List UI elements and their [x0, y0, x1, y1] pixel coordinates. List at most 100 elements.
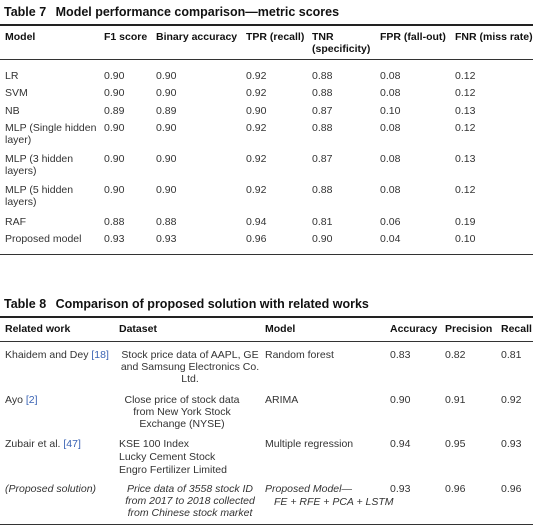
t7-tnr: 0.90 [312, 233, 333, 245]
t7-fnr: 0.13 [455, 153, 476, 165]
table8-bottom-rule [0, 524, 533, 525]
t7-f1: 0.90 [104, 184, 125, 196]
t7-header-model: Model [5, 31, 36, 43]
t7-acc: 0.90 [156, 184, 177, 196]
t7-tnr: 0.88 [312, 122, 333, 134]
t8-header-precision: Precision [445, 323, 493, 335]
t8-work-name: (Proposed solution) [5, 483, 97, 495]
t8-header-accuracy: Accuracy [390, 323, 438, 335]
table7-header-rule [0, 59, 533, 60]
t7-tnr: 0.88 [312, 184, 333, 196]
t8-dataset-line: KSE 100 Index [119, 438, 190, 450]
t7-model: SVM [5, 87, 28, 99]
t8-header-work: Related work [5, 323, 71, 335]
t7-tpr: 0.90 [246, 105, 267, 117]
t7-model: MLP (Single hidden layer) [5, 122, 97, 146]
t7-model: NB [5, 105, 20, 117]
t7-fpr: 0.10 [380, 105, 401, 117]
t8-header-recall: Recall [501, 323, 532, 335]
t7-header-tpr: TPR (recall) [246, 31, 305, 43]
t7-model: Proposed model [5, 233, 82, 245]
citation-link[interactable]: [2] [25, 394, 38, 406]
t7-header-accuracy: Binary accuracy [156, 31, 238, 43]
t7-tnr: 0.88 [312, 87, 333, 99]
t7-header-tnr: TNR (specificity) [312, 31, 371, 55]
citation-link[interactable]: [47] [63, 438, 81, 450]
t7-acc: 0.90 [156, 70, 177, 82]
t8-model: ARIMA [265, 394, 299, 406]
citation-link[interactable]: [18] [91, 349, 109, 361]
t7-tpr: 0.96 [246, 233, 267, 245]
t8-model: Multiple regression [265, 438, 354, 450]
t7-acc: 0.89 [156, 105, 177, 117]
t7-tnr: 0.88 [312, 70, 333, 82]
t7-header-fnr: FNR (miss rate) [455, 31, 533, 43]
table7-title: Model performance comparison—metric scor… [55, 5, 340, 19]
t7-acc: 0.93 [156, 233, 177, 245]
t8-header-model: Model [265, 323, 296, 335]
t8-recall: 0.81 [501, 349, 522, 361]
t8-accuracy: 0.90 [390, 394, 411, 406]
t8-precision: 0.95 [445, 438, 466, 450]
t7-fpr: 0.04 [380, 233, 401, 245]
t7-model: MLP (3 hidden layers) [5, 153, 74, 177]
t7-tnr: 0.87 [312, 153, 333, 165]
table7-caption: Table 7 Model performance comparison—met… [4, 5, 339, 19]
t7-model: RAF [5, 216, 26, 228]
t8-recall: 0.93 [501, 438, 522, 450]
t7-f1: 0.90 [104, 153, 125, 165]
table8-label: Table 8 [4, 297, 47, 311]
t7-tpr: 0.92 [246, 87, 267, 99]
t7-fnr: 0.13 [455, 105, 476, 117]
t7-tpr: 0.92 [246, 122, 267, 134]
t7-acc: 0.90 [156, 122, 177, 134]
t7-f1: 0.89 [104, 105, 125, 117]
t7-f1: 0.93 [104, 233, 125, 245]
t8-dataset: Stock price data of AAPL, GE and Samsung… [120, 349, 260, 385]
t8-accuracy: 0.94 [390, 438, 411, 450]
t8-model-line: Proposed Model— [265, 483, 352, 495]
t7-model: MLP (5 hidden layers) [5, 184, 74, 208]
t8-work: Khaidem and Dey [18] [5, 349, 109, 361]
t8-precision: 0.82 [445, 349, 466, 361]
t7-header-f1: F1 score [104, 31, 148, 43]
t7-acc: 0.90 [156, 87, 177, 99]
t7-fpr: 0.08 [380, 184, 401, 196]
t8-dataset-line: Engro Fertilizer Limited [119, 464, 227, 476]
t8-header-dataset: Dataset [119, 323, 157, 335]
table8-caption: Table 8 Comparison of proposed solution … [4, 297, 369, 311]
t8-dataset-line: Lucky Cement Stock [119, 451, 216, 463]
t7-tnr: 0.81 [312, 216, 333, 228]
t8-accuracy: 0.93 [390, 483, 411, 495]
t7-tpr: 0.92 [246, 184, 267, 196]
t8-dataset: Close price of stock data from New York … [124, 394, 240, 430]
t7-fnr: 0.12 [455, 87, 476, 99]
t8-model-line: FE + RFE + PCA + LSTM [274, 496, 394, 508]
t8-work: Ayo [2] [5, 394, 38, 406]
t8-work-name: Ayo [5, 394, 26, 406]
table7-top-rule [0, 24, 533, 26]
t8-recall: 0.92 [501, 394, 522, 406]
t7-fpr: 0.06 [380, 216, 401, 228]
t7-fnr: 0.12 [455, 70, 476, 82]
t7-acc: 0.90 [156, 153, 177, 165]
t7-f1: 0.90 [104, 87, 125, 99]
t7-f1: 0.90 [104, 70, 125, 82]
table8-title: Comparison of proposed solution with rel… [55, 297, 369, 311]
t7-header-fpr: FPR (fall-out) [380, 31, 446, 43]
t8-accuracy: 0.83 [390, 349, 411, 361]
t7-fpr: 0.08 [380, 153, 401, 165]
t8-recall: 0.96 [501, 483, 522, 495]
t8-dataset: Price data of 3558 stock ID from 2017 to… [125, 483, 255, 519]
table7-label: Table 7 [4, 5, 47, 19]
t8-precision: 0.96 [445, 483, 466, 495]
t7-model: LR [5, 70, 19, 82]
t7-fpr: 0.08 [380, 122, 401, 134]
t7-tpr: 0.92 [246, 70, 267, 82]
t7-fnr: 0.10 [455, 233, 476, 245]
t7-acc: 0.88 [156, 216, 177, 228]
t7-fnr: 0.19 [455, 216, 476, 228]
t8-precision: 0.91 [445, 394, 466, 406]
t7-fpr: 0.08 [380, 70, 401, 82]
t7-fpr: 0.08 [380, 87, 401, 99]
